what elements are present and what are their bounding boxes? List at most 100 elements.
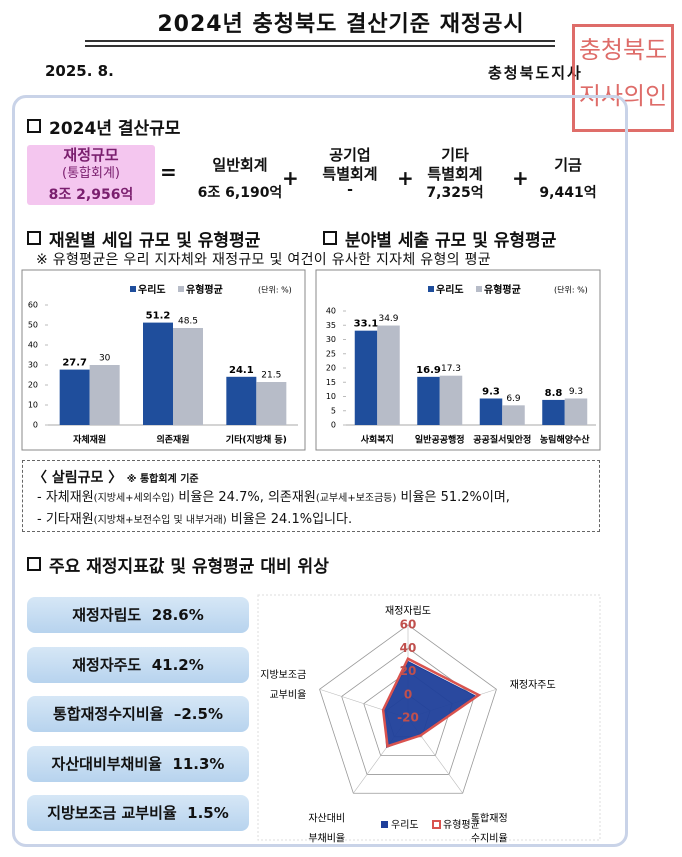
bar bbox=[564, 398, 588, 425]
bar bbox=[89, 365, 120, 425]
bar bbox=[377, 325, 400, 425]
section-heading: 2024년 결산규모 bbox=[27, 114, 180, 139]
title-rule bbox=[85, 45, 555, 47]
account-label: 재정규모 bbox=[63, 146, 119, 164]
account-value: 8조 2,956억 bbox=[48, 187, 134, 203]
operator: = bbox=[160, 160, 177, 184]
summary-note: ※ 통합회계 기준 bbox=[126, 474, 199, 485]
value-label: 27.7 bbox=[62, 358, 87, 369]
date: 2025. 8. bbox=[45, 62, 114, 80]
bar bbox=[417, 376, 440, 425]
y-tick-label: 10 bbox=[28, 401, 38, 410]
legend-swatch bbox=[428, 286, 434, 292]
section-heading: 주요 재정지표값 및 유형평균 대비 위상 bbox=[27, 552, 329, 577]
value-label: 34.9 bbox=[378, 314, 398, 324]
bar bbox=[59, 369, 90, 425]
legend-label: 유형평균 bbox=[484, 283, 521, 296]
indicator-value: 28.6% bbox=[151, 606, 204, 624]
operator: + bbox=[397, 166, 414, 190]
indicator-name: 자산대비부채비율 bbox=[51, 754, 162, 773]
y-tick-label: 30 bbox=[28, 361, 38, 370]
total-box bbox=[27, 145, 155, 205]
operator: + bbox=[512, 166, 529, 190]
x-tick-label: 자체재원 bbox=[73, 434, 106, 446]
axis-label-line: 자산대비 bbox=[308, 813, 345, 825]
account-label: 기금 bbox=[554, 156, 582, 174]
summary-title-row: 〈 살림규모 〉 ※ 통합회계 기준 bbox=[33, 467, 199, 487]
legend-swatch bbox=[476, 286, 482, 292]
y-tick-label: 40 bbox=[28, 341, 38, 350]
indicator-name: 통합재정수지비율 bbox=[53, 705, 164, 723]
y-tick-label: 50 bbox=[28, 321, 38, 330]
operator: + bbox=[282, 166, 299, 190]
account-label: (통합회계) bbox=[62, 166, 120, 181]
summary-line: - 자체재원(지방세+세외수입) 비율은 24.7%, 의존재원(교부세+보조금… bbox=[37, 487, 510, 509]
value-label: 33.1 bbox=[354, 319, 379, 330]
indicator: 재정자립도 28.6% bbox=[27, 597, 249, 633]
axis-label-line: 교부비율 bbox=[269, 689, 306, 701]
account-label: 특별회계 bbox=[427, 165, 483, 183]
grid-line bbox=[319, 624, 497, 794]
legend-swatch bbox=[381, 821, 388, 828]
frame bbox=[12, 95, 628, 847]
value-label: 51.2 bbox=[146, 311, 171, 322]
y-tick-label: 30 bbox=[326, 335, 336, 344]
bar bbox=[542, 399, 565, 425]
indicator: 지방보조금 교부비율 1.5% bbox=[27, 795, 249, 831]
account-value: - bbox=[347, 182, 353, 198]
indicator-value: 41.2% bbox=[151, 655, 204, 674]
indicator-value: 11.3% bbox=[172, 754, 225, 773]
legend-swatch bbox=[130, 286, 136, 292]
x-tick-label: 일반공공행정 bbox=[415, 434, 465, 446]
bar bbox=[502, 405, 525, 425]
value-label: 9.3 bbox=[482, 386, 500, 397]
indicator-value: –2.5% bbox=[173, 705, 223, 723]
x-tick-label: 사회복지 bbox=[361, 434, 394, 446]
indicator-name: 재정자주도 bbox=[72, 655, 142, 674]
account-label: 기타 bbox=[441, 146, 469, 164]
y-tick-label: 35 bbox=[326, 321, 336, 330]
r-tick-label: 60 bbox=[400, 618, 417, 632]
value-label: 6.9 bbox=[506, 394, 521, 404]
account-value: 7,325억 bbox=[426, 185, 484, 201]
title: 2024년 충청북도 결산기준 재정공시 bbox=[157, 12, 525, 37]
summary-text: 비율은 24.1%입니다. bbox=[226, 512, 353, 527]
indicator-value: 1.5% bbox=[187, 804, 229, 822]
summary-text: - 기타재원 bbox=[37, 512, 94, 527]
axis-label-line: 수지비율 bbox=[471, 833, 508, 845]
bar bbox=[439, 375, 463, 425]
value-label: 9.3 bbox=[569, 387, 583, 397]
heading-text: 주요 재정지표값 및 유형평균 대비 위상 bbox=[49, 557, 329, 577]
type-note: ※ 유형평균은 우리 지자체와 재정규모 및 여건이 유사한 지자체 유형의 평… bbox=[36, 252, 491, 268]
legend-label: 유형평균 bbox=[443, 819, 480, 831]
indicator: 통합재정수지비율 –2.5% bbox=[27, 696, 249, 732]
bar bbox=[479, 398, 503, 425]
axis-label: 재정자주도 bbox=[510, 679, 556, 691]
section-heading: 분야별 세출 규모 및 유형평균 bbox=[323, 226, 556, 251]
indicator: 재정자주도 41.2% bbox=[27, 646, 249, 683]
value-label: 24.1 bbox=[229, 365, 254, 376]
indicator-name: 재정자립도 bbox=[72, 606, 142, 624]
y-tick-label: 25 bbox=[326, 349, 336, 358]
value-label: 30 bbox=[99, 354, 111, 364]
legend-swatch bbox=[432, 820, 441, 829]
summary-line: - 기타재원(지방채+보전수입 및 내부거래) 비율은 24.1%입니다. bbox=[37, 509, 510, 531]
axis-label-line: 통합재정 bbox=[471, 813, 508, 825]
value-label: 48.5 bbox=[178, 317, 198, 327]
r-tick-label: 20 bbox=[400, 664, 417, 678]
summary-text: (교부세+보조금등) bbox=[315, 493, 397, 504]
issuer: 충청북도지사 bbox=[488, 64, 583, 82]
legend-label: 우리도 bbox=[436, 283, 464, 296]
value-label: 8.8 bbox=[545, 388, 563, 399]
account-label: 특별회계 bbox=[322, 165, 378, 183]
summary-text: (지방채+보전수입 및 내부거래) bbox=[93, 515, 227, 526]
x-tick-label: 농림해양수산 bbox=[540, 434, 590, 446]
unit: (단위: %) bbox=[258, 285, 292, 295]
r-tick-label: 40 bbox=[400, 641, 417, 655]
summary-text: 비율은 51.2%이며, bbox=[396, 490, 510, 505]
summary-box: 〈 살림규모 〉 ※ 통합회계 기준 - 자체재원(지방세+세외수입) 비율은 … bbox=[22, 460, 600, 532]
title-rule bbox=[85, 40, 555, 42]
r-tick-label: -20 bbox=[397, 711, 419, 725]
